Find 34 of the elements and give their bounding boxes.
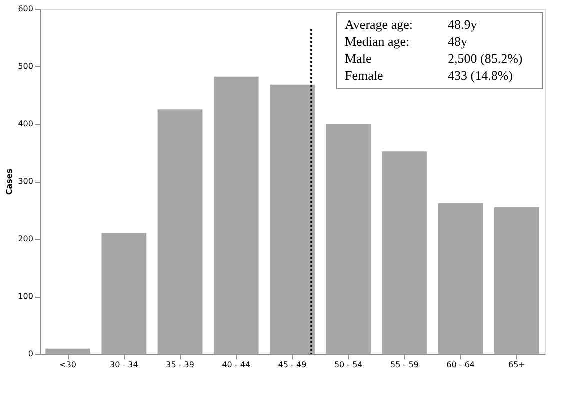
x-tick-label: <30 xyxy=(60,360,76,370)
x-tick-label: 35 - 39 xyxy=(166,360,194,370)
x-tick-label: 30 - 34 xyxy=(110,360,138,370)
y-tick-label: 600 xyxy=(18,4,34,14)
bar xyxy=(494,207,540,354)
annotation: Female xyxy=(345,68,384,83)
y-tick-label: 300 xyxy=(18,177,34,186)
bar xyxy=(46,348,90,354)
y-tick-label: 500 xyxy=(18,62,34,71)
x-tick-label: 65+ xyxy=(508,360,526,370)
annotation: Median age: xyxy=(345,34,410,49)
bar xyxy=(214,76,259,354)
annotation: Average age: xyxy=(345,17,413,32)
x-tick-label: 55 - 59 xyxy=(390,360,419,370)
annotation: 2,500 (85.2%) xyxy=(448,51,523,66)
annotation: 48.9y xyxy=(448,17,478,32)
bar xyxy=(158,110,203,354)
bar xyxy=(382,152,428,354)
annotation: Male xyxy=(345,51,372,66)
bar xyxy=(102,233,147,354)
y-tick-label: 400 xyxy=(18,120,34,128)
y-tick-label: 100 xyxy=(18,292,34,301)
bar xyxy=(270,84,315,354)
y-axis-title: Cases xyxy=(5,168,14,196)
bar xyxy=(438,203,484,354)
x-tick-label: 45 - 49 xyxy=(278,360,307,370)
annotation: 433 (14.8%) xyxy=(448,68,513,83)
y-tick-label: 0 xyxy=(28,350,34,358)
x-tick-label: 40 - 44 xyxy=(222,360,251,370)
x-tick-label: 60 - 64 xyxy=(446,360,476,370)
y-tick-label: 200 xyxy=(18,234,34,244)
annotation: 48y xyxy=(448,34,468,49)
bar xyxy=(326,124,372,354)
x-tick-label: 50 - 54 xyxy=(334,360,363,370)
